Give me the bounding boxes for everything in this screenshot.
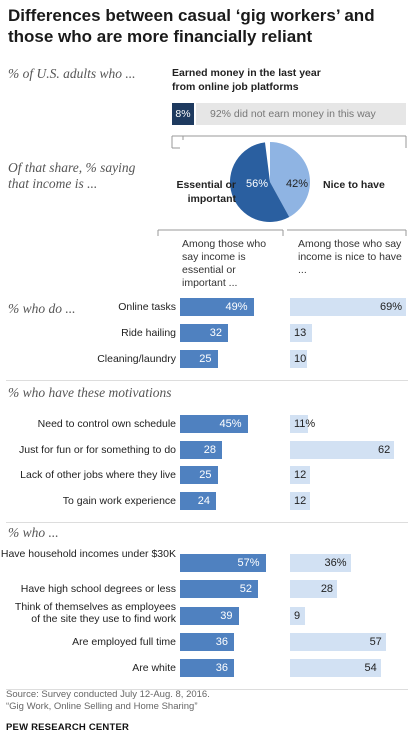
row-label: Ride hailing <box>121 327 176 339</box>
section-heading: % who do ... <box>8 301 76 316</box>
chart-title: Differences between casual ‘gig workers’… <box>8 6 375 46</box>
bar-right-value: 69% <box>379 301 402 313</box>
pie-slice-nice <box>270 142 310 218</box>
bar-left-value: 49% <box>225 301 248 313</box>
bar-left-value: 28 <box>203 444 216 456</box>
row-label: To gain work experience <box>62 495 176 507</box>
bar-left <box>180 633 234 651</box>
section-divider <box>6 380 408 381</box>
bar-left <box>180 324 228 342</box>
row-label: Cleaning/laundry <box>97 353 176 365</box>
pie-nice-value: 42% <box>286 178 309 190</box>
section-heading: % who ... <box>8 525 59 540</box>
bar-right <box>290 492 311 510</box>
earned-label: Earned money in the last year from onlin… <box>172 67 321 93</box>
pie-essential-label: Essential or important <box>176 179 236 205</box>
bar-right-value: 62 <box>377 444 391 456</box>
bar-left <box>180 441 222 459</box>
section-heading: % who have these motivations <box>8 385 172 400</box>
bar-right <box>290 659 381 677</box>
intro-prompt-label: % of U.S. adults who ... <box>8 66 136 81</box>
bar-left-value: 57% <box>237 557 260 569</box>
row-label: Think of themselves as employees of the … <box>14 601 176 625</box>
bar-right <box>290 554 351 572</box>
bar-left-value: 24 <box>197 495 210 507</box>
bar-right <box>290 466 311 484</box>
bar-right <box>290 441 395 459</box>
row-label: Lack of other jobs where they live <box>20 469 176 481</box>
pie-nice-label: Nice to have <box>323 179 385 191</box>
pie-prompt-label: Of that share, % saying that income is .… <box>8 160 136 191</box>
not-earned-bar <box>196 103 406 125</box>
row-label: Online tasks <box>118 301 176 313</box>
row-label: Have high school degrees or less <box>20 583 176 595</box>
bar-left <box>180 298 254 316</box>
right-column-header: Among those who say income is nice to ha… <box>298 238 402 276</box>
bar-left <box>180 580 258 598</box>
bar-left <box>180 415 248 433</box>
bar-left-value: 25 <box>199 353 212 365</box>
bar-left <box>180 659 234 677</box>
section-divider <box>6 522 408 523</box>
section-divider <box>6 689 408 690</box>
earned-value: 8% <box>175 108 191 120</box>
bar-right-value: 11% <box>294 418 316 430</box>
row-label: Have household incomes under $30K <box>0 548 176 560</box>
bar-right-value: 54 <box>364 662 377 674</box>
earned-box <box>172 103 194 125</box>
bar-right-value: 12 <box>294 495 307 507</box>
bar-left-value: 25 <box>199 469 212 481</box>
row-label: Are employed full time <box>72 636 176 648</box>
bar-right <box>290 607 306 625</box>
footer-credit: PEW RESEARCH CENTER <box>6 722 130 733</box>
bar-right <box>290 580 338 598</box>
bar-left-value: 32 <box>209 327 222 339</box>
not-earned-label: 92% did not earn money in this way <box>210 108 376 120</box>
row-label: Need to control own schedule <box>37 418 176 430</box>
bar-left <box>180 607 239 625</box>
bar-right <box>290 324 312 342</box>
bar-right-value: 28 <box>320 583 334 595</box>
bar-right <box>290 350 307 368</box>
bar-right <box>290 298 406 316</box>
source-line-1: Source: Survey conducted July 12-Aug. 8,… <box>6 689 210 700</box>
bar-left-value: 52 <box>239 583 252 595</box>
bar-right-value: 36% <box>324 557 347 569</box>
pie-essential-value: 56% <box>246 178 269 190</box>
bar-left <box>180 492 216 510</box>
income-pie <box>230 142 310 222</box>
bar-left <box>180 554 266 572</box>
bar-right-value: 12 <box>294 469 307 481</box>
bar-left-value: 45% <box>219 418 242 430</box>
bar-right-value: 9 <box>294 610 301 622</box>
row-label: Just for fun or for something to do <box>19 444 176 456</box>
bar-right-value: 57 <box>369 636 382 648</box>
pie-slice-essential <box>230 142 290 222</box>
bar-right-value: 13 <box>294 327 307 339</box>
bar-right <box>290 415 309 433</box>
bar-right <box>290 633 386 651</box>
bar-left <box>180 466 218 484</box>
bar-right-value: 10 <box>294 353 307 365</box>
bar-left-value: 39 <box>220 610 233 622</box>
row-label: Are white <box>132 662 176 674</box>
bar-left-value: 36 <box>215 636 228 648</box>
bar-left-value: 36 <box>215 662 228 674</box>
bar-left <box>180 350 218 368</box>
source-line-2: “Gig Work, Online Selling and Home Shari… <box>6 701 198 712</box>
left-column-header: Among those who say income is essential … <box>182 238 267 289</box>
